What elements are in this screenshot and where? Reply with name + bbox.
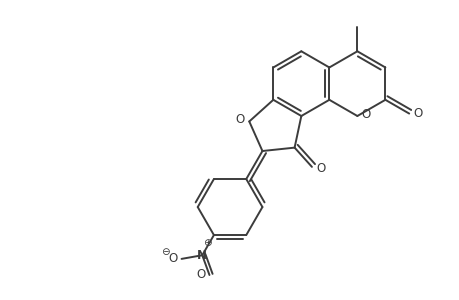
Text: O: O: [361, 108, 370, 121]
Text: O: O: [196, 268, 205, 281]
Text: ⊖: ⊖: [160, 247, 169, 257]
Text: O: O: [413, 107, 422, 120]
Text: O: O: [316, 162, 325, 175]
Text: N: N: [197, 249, 207, 262]
Text: O: O: [168, 252, 177, 265]
Text: ⊕: ⊕: [202, 238, 211, 248]
Text: O: O: [235, 113, 244, 126]
